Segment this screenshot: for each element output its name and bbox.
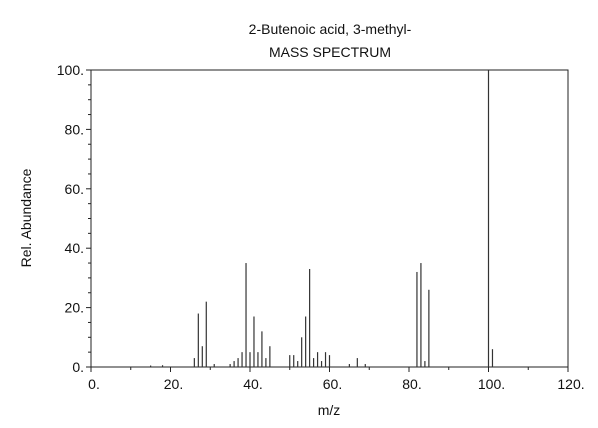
x-tick-label: 40.	[243, 376, 262, 392]
x-axis-ticks: 0. 20. 40. 60. 80. 100. 120.	[88, 367, 585, 392]
x-tick-label: 0.	[88, 376, 100, 392]
y-tick-label: 20.	[65, 300, 84, 316]
y-tick-label: 0.	[72, 359, 84, 375]
x-axis-label: m/z	[318, 402, 341, 418]
x-tick-label: 20.	[164, 376, 183, 392]
x-tick-label: 60.	[323, 376, 342, 392]
x-tick-label: 100.	[478, 376, 505, 392]
y-axis-ticks: 0. 20. 40. 60. 80. 100.	[57, 62, 91, 375]
y-tick-label: 40.	[65, 240, 84, 256]
x-tick-label: 120.	[557, 376, 584, 392]
chart-subtitle: MASS SPECTRUM	[269, 44, 391, 60]
y-axis-label: Rel. Abundance	[18, 168, 34, 267]
spectrum-peaks	[150, 70, 494, 367]
chart-title: 2-Butenoic acid, 3-methyl-	[249, 21, 412, 37]
y-tick-label: 100.	[57, 62, 84, 78]
y-tick-label: 60.	[65, 181, 84, 197]
y-tick-label: 80.	[65, 121, 84, 137]
plot-frame	[90, 69, 569, 368]
x-tick-label: 80.	[402, 376, 421, 392]
